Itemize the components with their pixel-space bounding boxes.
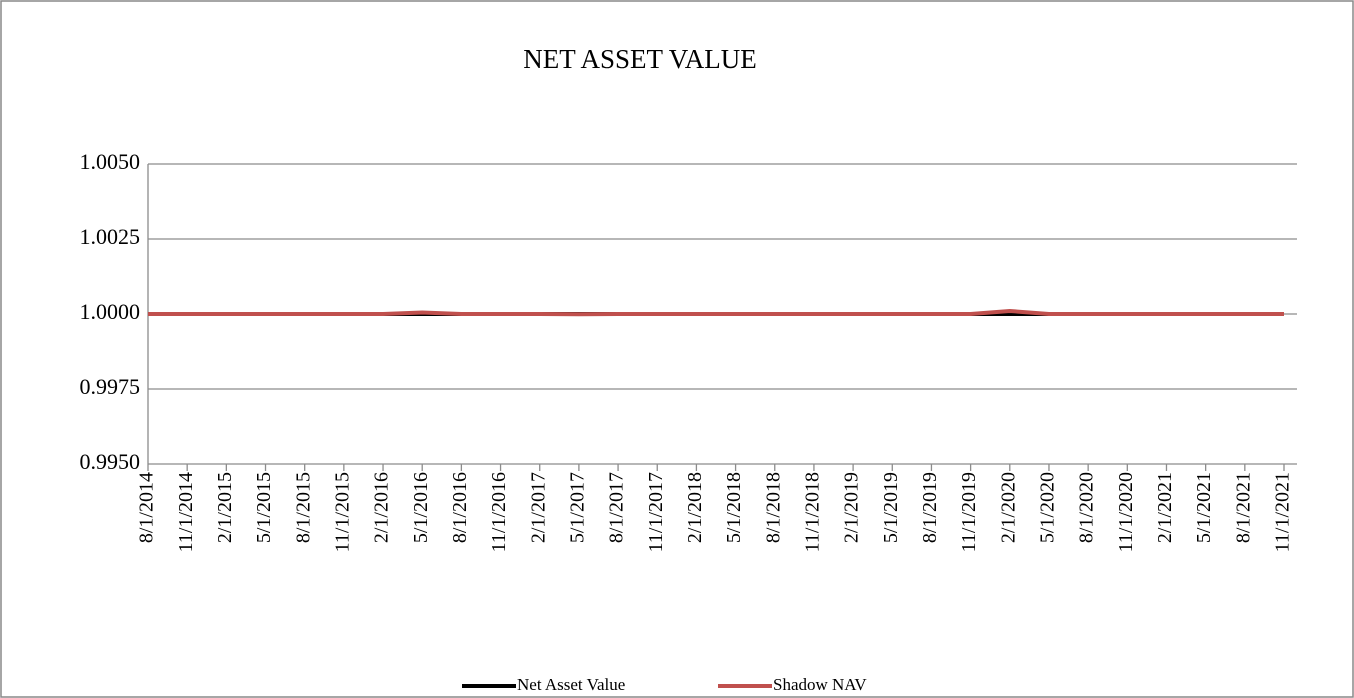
y-tick-label: 1.0025 bbox=[80, 224, 141, 249]
x-tick-label: 11/1/2020 bbox=[1115, 472, 1137, 552]
x-tick-label: 8/1/2015 bbox=[292, 472, 314, 543]
chart-title: NET ASSET VALUE bbox=[523, 44, 757, 74]
x-tick-label: 8/1/2021 bbox=[1232, 472, 1254, 543]
x-tick-label: 5/1/2015 bbox=[253, 472, 275, 543]
y-tick-label: 1.0000 bbox=[80, 299, 141, 324]
x-tick-label: 2/1/2018 bbox=[684, 472, 706, 543]
x-tick-label: 8/1/2020 bbox=[1076, 472, 1098, 543]
x-tick-label: 2/1/2020 bbox=[997, 472, 1019, 543]
x-tick-label: 11/1/2019 bbox=[958, 472, 980, 552]
x-tick-label: 11/1/2021 bbox=[1272, 472, 1294, 552]
x-tick-label: 2/1/2016 bbox=[371, 472, 393, 543]
x-tick-label: 8/1/2017 bbox=[606, 472, 628, 543]
legend-label: Net Asset Value bbox=[517, 675, 625, 694]
x-tick-label: 5/1/2021 bbox=[1193, 472, 1215, 543]
x-tick-label: 8/1/2018 bbox=[762, 472, 784, 543]
x-tick-label: 11/1/2016 bbox=[488, 472, 510, 552]
x-tick-label: 5/1/2020 bbox=[1037, 472, 1059, 543]
legend-label: Shadow NAV bbox=[773, 675, 867, 694]
x-tick-label: 5/1/2017 bbox=[566, 472, 588, 543]
x-tick-label: 8/1/2019 bbox=[919, 472, 941, 543]
x-tick-label: 2/1/2021 bbox=[1154, 472, 1176, 543]
x-tick-label: 11/1/2017 bbox=[645, 472, 667, 552]
x-tick-label: 11/1/2014 bbox=[175, 472, 197, 552]
x-tick-label: 11/1/2018 bbox=[802, 472, 824, 552]
x-tick-label: 5/1/2016 bbox=[410, 472, 432, 543]
y-tick-label: 1.0050 bbox=[80, 149, 141, 174]
x-tick-label: 8/1/2016 bbox=[449, 472, 471, 543]
x-tick-label: 5/1/2018 bbox=[723, 472, 745, 543]
x-tick-label: 2/1/2015 bbox=[214, 472, 236, 543]
x-tick-label: 8/1/2014 bbox=[136, 472, 158, 543]
y-tick-label: 0.9975 bbox=[80, 374, 141, 399]
series-line bbox=[148, 309, 1284, 317]
x-tick-label: 11/1/2015 bbox=[331, 472, 353, 552]
x-tick-label: 5/1/2019 bbox=[880, 472, 902, 543]
x-tick-label: 2/1/2017 bbox=[527, 472, 549, 543]
y-tick-label: 0.9950 bbox=[80, 449, 141, 474]
x-tick-label: 2/1/2019 bbox=[841, 472, 863, 543]
